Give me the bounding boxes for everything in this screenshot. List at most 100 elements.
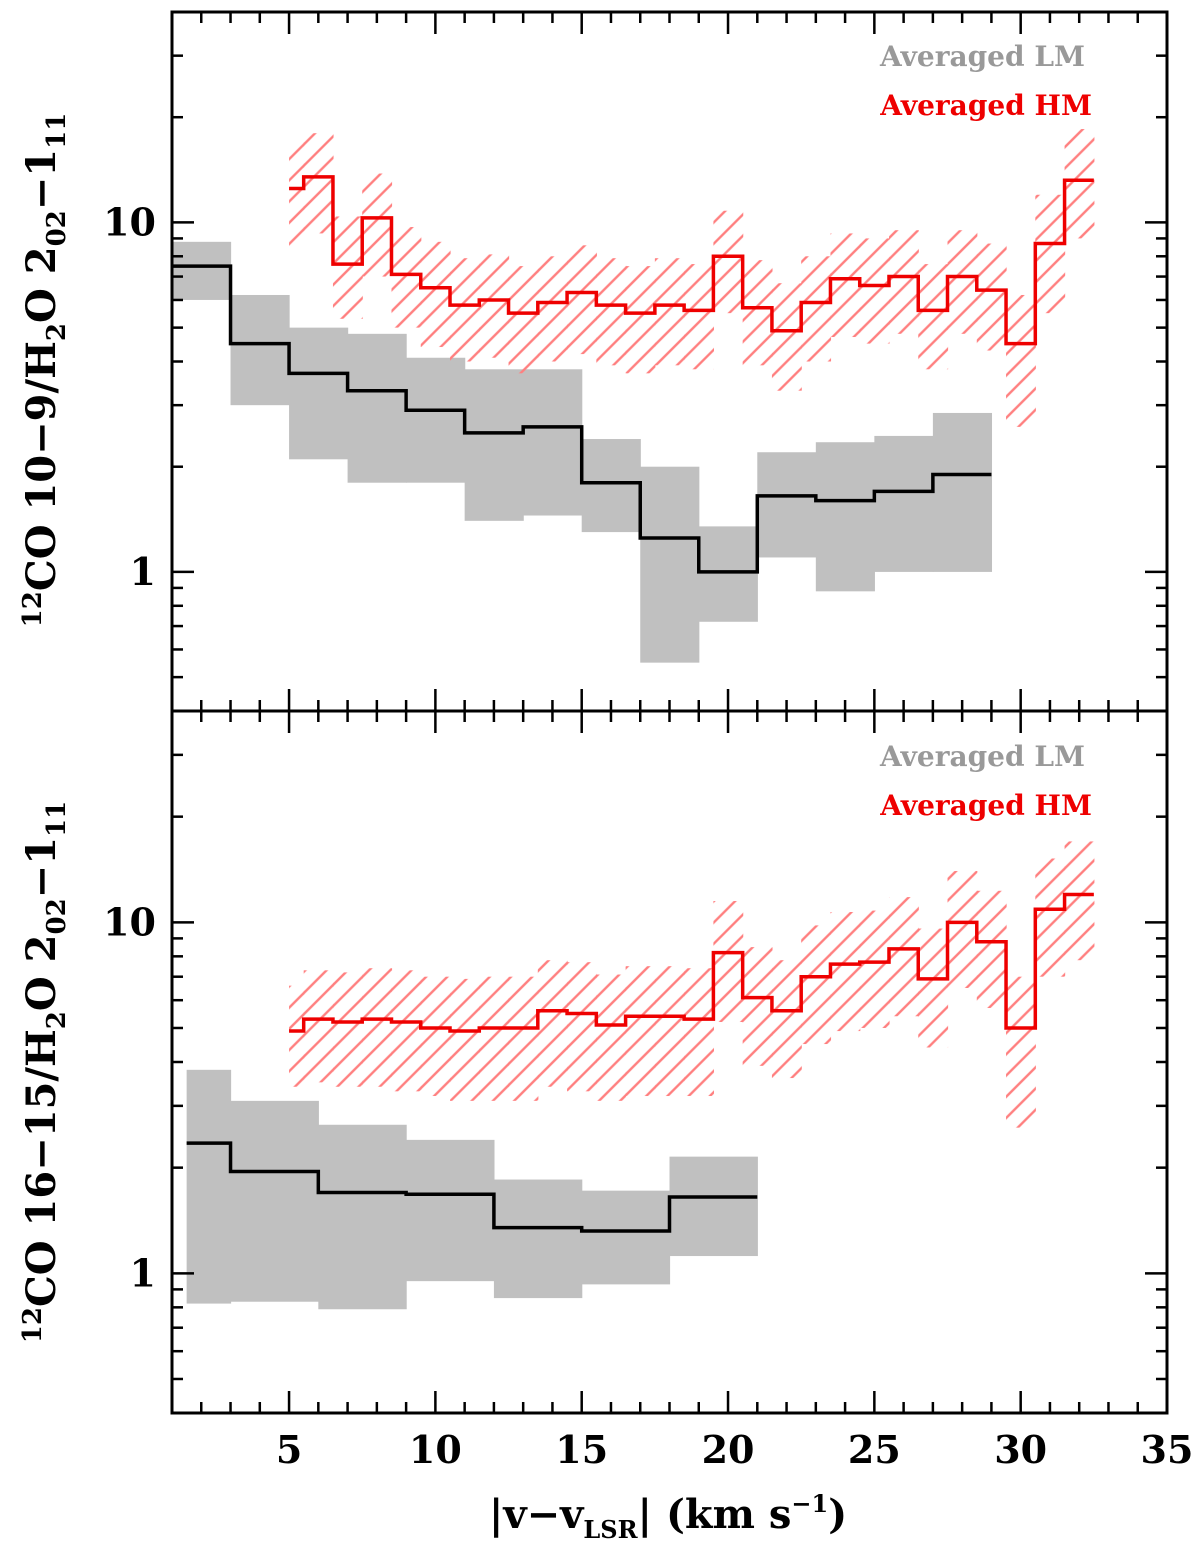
bottom-ylabel-sub2: 02 (42, 898, 72, 934)
xtick-label: 5 (276, 1427, 302, 1472)
top-averaged-lm-band-bin (230, 294, 290, 406)
bottom-averaged-hm-band-bin (947, 871, 978, 988)
top-ylabel-sub2: 02 (42, 210, 72, 246)
top-averaged-hm-band-bin (362, 173, 393, 277)
xtick-label: 35 (1141, 1427, 1194, 1472)
bottom-averaged-lm-band-bin (406, 1139, 495, 1282)
bottom-axes-frame (170, 709, 1169, 1415)
bottom-averaged-lm-band-bin (230, 1100, 319, 1302)
top-averaged-lm-band-bin (464, 369, 524, 521)
top-averaged-hm-band-bin (420, 241, 451, 348)
x-axis-label: |v−vLSR| (km s−1) (489, 1489, 847, 1544)
top-ylabel-sub3: 11 (42, 113, 72, 149)
top-averaged-hm-band-bin (596, 258, 627, 366)
top-averaged-hm-band-bin (801, 256, 832, 362)
bottom-legend: Averaged LM Averaged HM (879, 740, 1092, 822)
top-ylabel-sup: 12 (18, 591, 48, 627)
bottom-averaged-lm-band-bin (186, 1069, 232, 1304)
top-averaged-lm-band-bin (172, 241, 232, 300)
bottom-panel: 1 10 5 10 15 20 25 30 35 Averaged LM Averaged H… (18, 709, 1194, 1544)
bottom-ylabel-sub1: 2 (42, 1011, 72, 1029)
bottom-averaged-hm-band-bin (1064, 841, 1095, 961)
top-averaged-lm-band-bin (581, 439, 641, 533)
bottom-averaged-hm-band-bin (362, 968, 393, 1087)
top-ytick-label: 1 (130, 549, 156, 594)
bottom-averaged-lm-band-bin (493, 1179, 583, 1299)
bottom-averaged-hm-band-bin (625, 966, 656, 1097)
bottom-averaged-hm-line (289, 892, 1094, 1033)
top-ticks (170, 12, 1169, 711)
top-averaged-hm-band-bin (479, 254, 510, 358)
top-legend-hm: Averaged HM (879, 89, 1092, 122)
bottom-averaged-hm-band-bin (332, 972, 363, 1087)
bottom-legend-hm: Averaged HM (879, 789, 1092, 822)
bottom-ylabel-pre: CO 16−15/H (18, 1029, 65, 1307)
top-averaged-lm-band-bin (640, 466, 700, 663)
bottom-averaged-hm-band-bin (859, 910, 890, 1028)
bottom-averaged-hm-band-bin (391, 970, 422, 1092)
bottom-averaged-lm-band-bin (581, 1190, 671, 1285)
bottom-averaged-lm-band-bin (318, 1124, 407, 1310)
top-bands (172, 129, 1095, 663)
top-averaged-hm-band-bin (567, 245, 597, 355)
bottom-averaged-hm-band-bin (654, 966, 685, 1097)
bottom-averaged-lm-line (186, 1141, 758, 1233)
top-plot-area (172, 129, 1095, 663)
bottom-averaged-hm-band-bin (537, 960, 568, 1087)
bottom-averaged-hm-band-bin (830, 912, 861, 1032)
bottom-averaged-hm-band-bin (1035, 858, 1066, 977)
bottom-averaged-hm-band-bin (684, 968, 714, 1097)
bottom-legend-lm: Averaged LM (879, 740, 1085, 773)
xlabel-pre: |v−v (489, 1491, 585, 1538)
xlabel-sup: −1 (791, 1489, 828, 1518)
top-y-axis-label: 12CO 10−9/H2O 202−111 (18, 113, 72, 628)
bottom-y-axis-label: 12CO 16−15/H2O 202−111 (18, 801, 72, 1343)
top-averaged-hm-band-bin (332, 216, 363, 319)
bottom-ylabel-post: −1 (18, 837, 65, 898)
top-averaged-hm-band-bin (654, 258, 685, 366)
top-averaged-hm-band-bin (508, 266, 539, 374)
top-ylabel-sub1: 2 (42, 323, 72, 341)
top-averaged-hm-band-bin (625, 266, 656, 374)
bottom-averaged-hm-band-bin (888, 897, 919, 1017)
bottom-averaged-hm-band-bin (801, 925, 832, 1045)
top-averaged-lm-band-bin (932, 412, 993, 572)
bottom-lines (186, 892, 1094, 1233)
top-averaged-hm-band-bin (391, 227, 422, 328)
top-averaged-hm-band-bin (1064, 129, 1095, 239)
xtick-label: 15 (555, 1427, 608, 1472)
bottom-ytick-label: 10 (103, 899, 156, 944)
top-averaged-lm-band-bin (347, 333, 407, 483)
bottom-averaged-hm-band-bin (289, 985, 305, 1087)
top-averaged-hm-band-bin (830, 233, 861, 338)
top-averaged-hm-band-bin (1035, 194, 1066, 314)
top-averaged-hm-band-bin (976, 243, 1007, 351)
xtick-label: 30 (994, 1427, 1047, 1472)
bottom-xtick-labels: 5 10 15 20 25 30 35 (276, 1427, 1194, 1472)
top-averaged-hm-band-bin (771, 283, 802, 391)
bottom-averaged-hm-band-bin (918, 928, 949, 1048)
bottom-ytick-labels: 1 10 (103, 899, 156, 1295)
top-averaged-hm-band-bin (859, 238, 890, 344)
xtick-label: 25 (848, 1427, 901, 1472)
top-averaged-hm-band-bin (303, 133, 334, 234)
bottom-averaged-hm-band-bin (420, 976, 451, 1097)
bottom-averaged-hm-band-bin (303, 970, 334, 1083)
xlabel-post: ) (828, 1491, 847, 1538)
top-averaged-hm-line (289, 175, 1094, 346)
top-averaged-hm-band-bin (713, 210, 744, 314)
bottom-averaged-hm-band-bin (713, 901, 744, 1023)
top-averaged-lm-band-bin (523, 369, 583, 516)
top-panel: 1 10 Averaged LM Averaged HM 12CO 10−9/H2… (18, 10, 1169, 713)
xlabel-sub: LSR (583, 1515, 638, 1544)
top-averaged-hm-band-bin (918, 264, 949, 370)
xlabel-mid: | (km s (638, 1491, 792, 1538)
top-ytick-label: 10 (103, 199, 156, 244)
bottom-averaged-hm-band-bin (567, 962, 597, 1092)
top-ylabel-post: −1 (18, 149, 65, 210)
top-lines (172, 175, 1094, 574)
top-averaged-hm-band-bin (888, 230, 919, 334)
top-averaged-hm-band-bin (742, 260, 773, 366)
bottom-averaged-hm-band-bin (596, 974, 627, 1101)
